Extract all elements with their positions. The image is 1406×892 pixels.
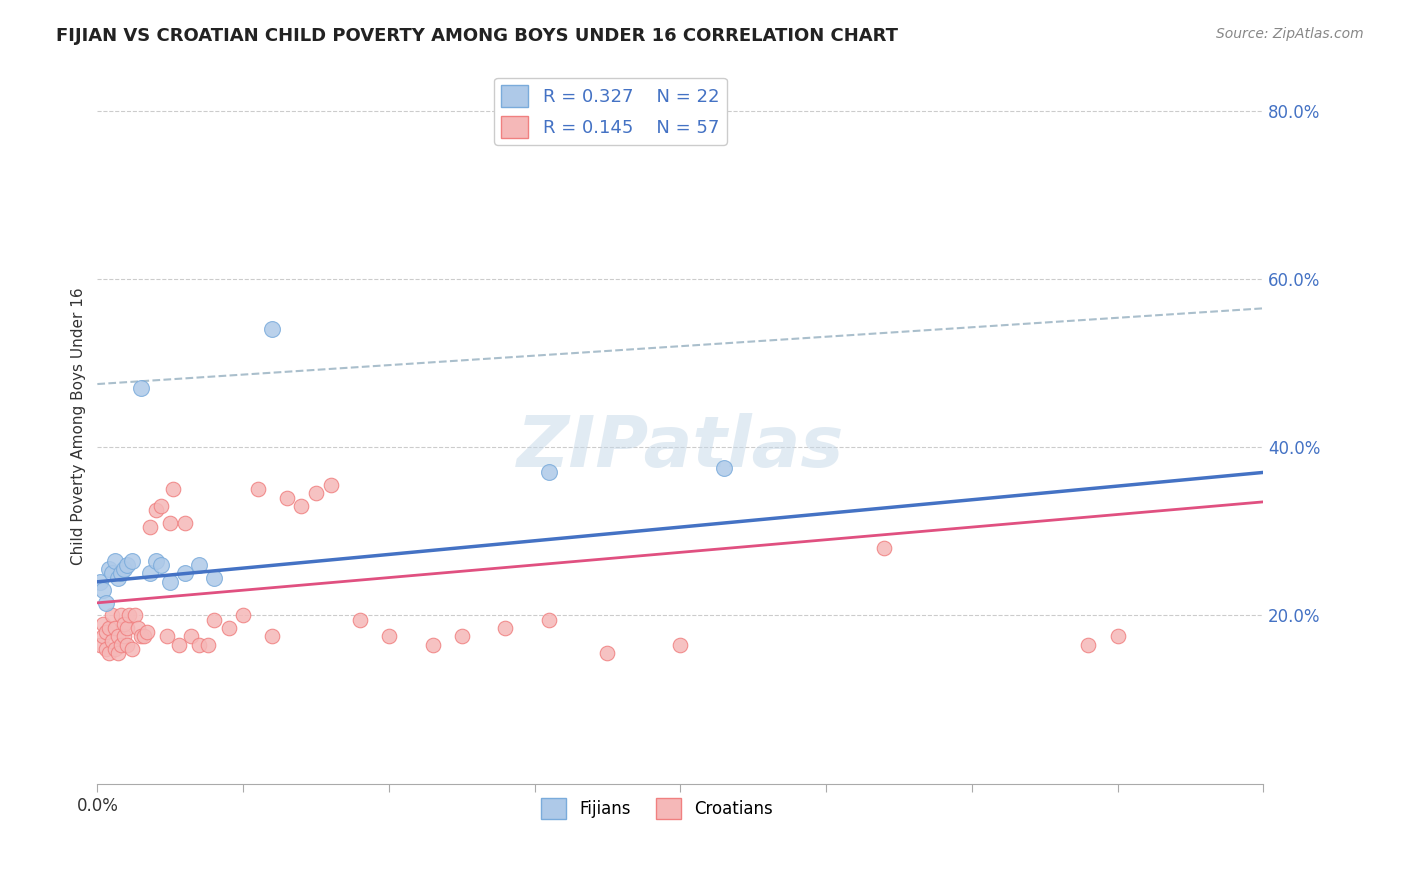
Point (494, 621, 516, 635)
Point (202, 571, 225, 585)
Point (94, 596, 117, 610)
Point (162, 482, 184, 496)
Point (124, 608, 146, 623)
Point (110, 566, 132, 581)
Point (98, 646, 121, 660)
Point (173, 516, 195, 530)
Point (145, 554, 167, 568)
Y-axis label: Child Poverty Among Boys Under 16: Child Poverty Among Boys Under 16 (72, 287, 86, 565)
Point (159, 516, 181, 530)
Point (596, 646, 619, 660)
Point (104, 642, 127, 657)
Point (104, 554, 127, 568)
Point (112, 630, 135, 644)
Point (150, 558, 173, 572)
Point (135, 625, 157, 640)
Point (101, 608, 124, 623)
Point (202, 613, 225, 627)
Point (107, 646, 129, 660)
Text: Source: ZipAtlas.com: Source: ZipAtlas.com (1216, 27, 1364, 41)
Point (121, 642, 143, 657)
Point (112, 562, 135, 576)
Point (305, 486, 328, 500)
Point (98, 621, 121, 635)
Point (107, 630, 129, 644)
Point (188, 638, 211, 652)
Point (101, 633, 124, 648)
Point (197, 638, 219, 652)
Point (378, 630, 401, 644)
Point (167, 638, 190, 652)
Text: FIJIAN VS CROATIAN CHILD POVERTY AMONG BOYS UNDER 16 CORRELATION CHART: FIJIAN VS CROATIAN CHILD POVERTY AMONG B… (56, 27, 898, 45)
Point (139, 566, 162, 581)
Point (94, 642, 117, 657)
Point (127, 621, 149, 635)
Point (91, 630, 114, 644)
Point (89, 638, 111, 652)
Point (115, 638, 138, 652)
Point (156, 630, 179, 644)
Point (104, 621, 127, 635)
Point (139, 520, 162, 534)
Point (188, 558, 211, 572)
Point (132, 630, 155, 644)
Point (112, 616, 135, 631)
Point (218, 621, 240, 635)
Point (262, 630, 284, 644)
Point (173, 566, 195, 581)
Point (110, 638, 132, 652)
Point (180, 630, 202, 644)
Point (94, 625, 117, 640)
Point (89, 574, 111, 589)
Point (290, 499, 312, 513)
Point (262, 322, 284, 336)
Point (1107, 630, 1129, 644)
Point (98, 562, 121, 576)
Point (129, 381, 152, 395)
Point (110, 608, 132, 623)
Point (159, 574, 181, 589)
Point (150, 499, 173, 513)
Point (349, 613, 371, 627)
Point (538, 613, 561, 627)
Point (873, 541, 896, 556)
Point (121, 554, 143, 568)
Point (145, 503, 167, 517)
Point (129, 630, 152, 644)
Point (101, 566, 124, 581)
Legend: Fijians, Croatians: Fijians, Croatians (534, 792, 780, 825)
Point (91, 583, 114, 598)
Text: ZIPatlas: ZIPatlas (516, 413, 844, 482)
Point (91, 616, 114, 631)
Point (450, 630, 472, 644)
Point (319, 478, 342, 492)
Point (246, 482, 269, 496)
Point (669, 638, 692, 652)
Point (538, 466, 561, 480)
Point (107, 571, 129, 585)
Point (118, 608, 141, 623)
Point (422, 638, 444, 652)
Point (232, 608, 254, 623)
Point (713, 461, 735, 475)
Point (1077, 638, 1099, 652)
Point (115, 558, 138, 572)
Point (276, 491, 298, 505)
Point (115, 621, 138, 635)
